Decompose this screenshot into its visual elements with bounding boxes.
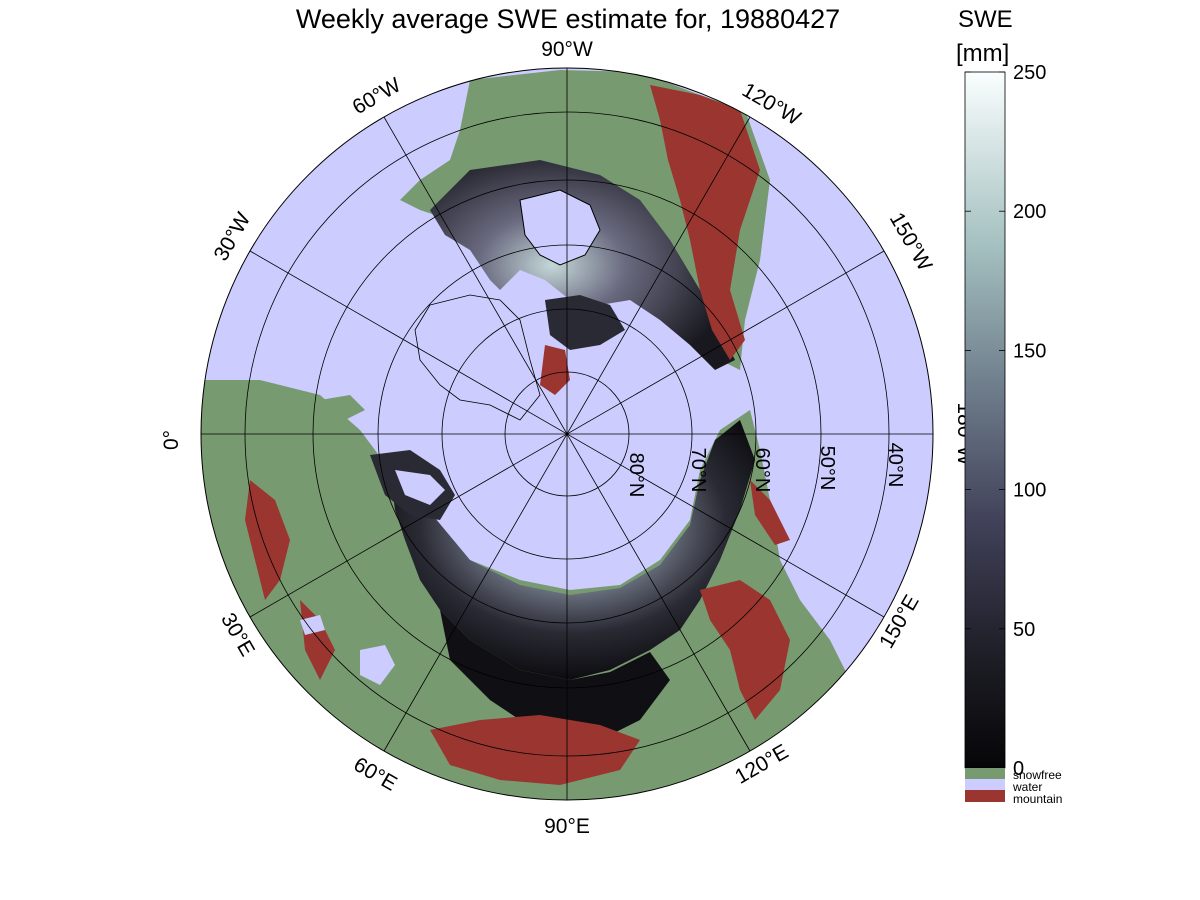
lat-label-40n: 40°N: [884, 443, 906, 488]
lon-label-0: 0°: [160, 430, 183, 450]
lat-label-80n: 80°N: [625, 453, 647, 498]
lon-label-90e: 90°E: [544, 815, 590, 838]
colorbar-tick-label-4: 200: [1013, 201, 1046, 223]
colorbar-tick-label-5: 250: [1013, 62, 1046, 84]
legend-swatch-mountain: [965, 790, 1005, 802]
graticule: [201, 68, 933, 800]
greenland-ice: [414, 294, 541, 421]
north-america-snow: [430, 160, 735, 370]
eurasia-snow: [390, 420, 755, 680]
legend-label-snowfree: snowfree: [1013, 768, 1062, 782]
colorbar-tick-label-2: 100: [1013, 480, 1046, 502]
colorbar-tick-label-1: 50: [1013, 619, 1035, 641]
iceland-snow: [320, 395, 365, 420]
lon-label-90w: 90°W: [541, 38, 593, 61]
polar-map: [200, 67, 934, 801]
central-asia-mountain: [430, 715, 640, 785]
lon-label-60e: 60°E: [350, 753, 401, 796]
legend-swatch-snowfree: [965, 768, 1005, 779]
lat-label-60n: 60°N: [751, 448, 773, 493]
colorbar-ticks: 0 50 100 150 200 250: [965, 62, 1046, 780]
colorbar-title-swe: SWE: [958, 6, 1013, 33]
lon-label-150w: 150°W: [885, 209, 937, 275]
north-america-mountain: [650, 85, 760, 360]
colorbar-tick-label-0: 0: [1013, 758, 1024, 780]
colorbar-gradient: [964, 71, 1006, 769]
colorbar-title-unit: [mm]: [956, 40, 1010, 67]
hudson-bay: [550, 200, 590, 250]
lat-label-70n: 70°N: [687, 448, 709, 493]
map-border: [200, 67, 934, 801]
map-title: Weekly average SWE estimate for, 1988042…: [295, 4, 841, 34]
black-caspian-water: [300, 615, 395, 685]
colorbar-tick-label-3: 150: [1013, 340, 1046, 362]
legend-swatch-water: [965, 779, 1005, 790]
legend-label-water: water: [1012, 780, 1042, 794]
arctic-islands-mountain: [540, 345, 570, 395]
latitude-labels: 80°N 70°N 60°N 50°N 40°N: [625, 443, 906, 498]
legend-label-mountain: mountain: [1013, 792, 1062, 806]
siberia-dark-snow: [440, 610, 670, 740]
colorbar: 0 50 100 150 200 250 snowfree water mountain: [964, 62, 1062, 806]
lat-label-50n: 50°N: [816, 446, 838, 491]
barents-sea-water: [395, 470, 445, 505]
east-asia-mountain: [700, 580, 790, 720]
kamchatka-mountain: [750, 480, 790, 545]
